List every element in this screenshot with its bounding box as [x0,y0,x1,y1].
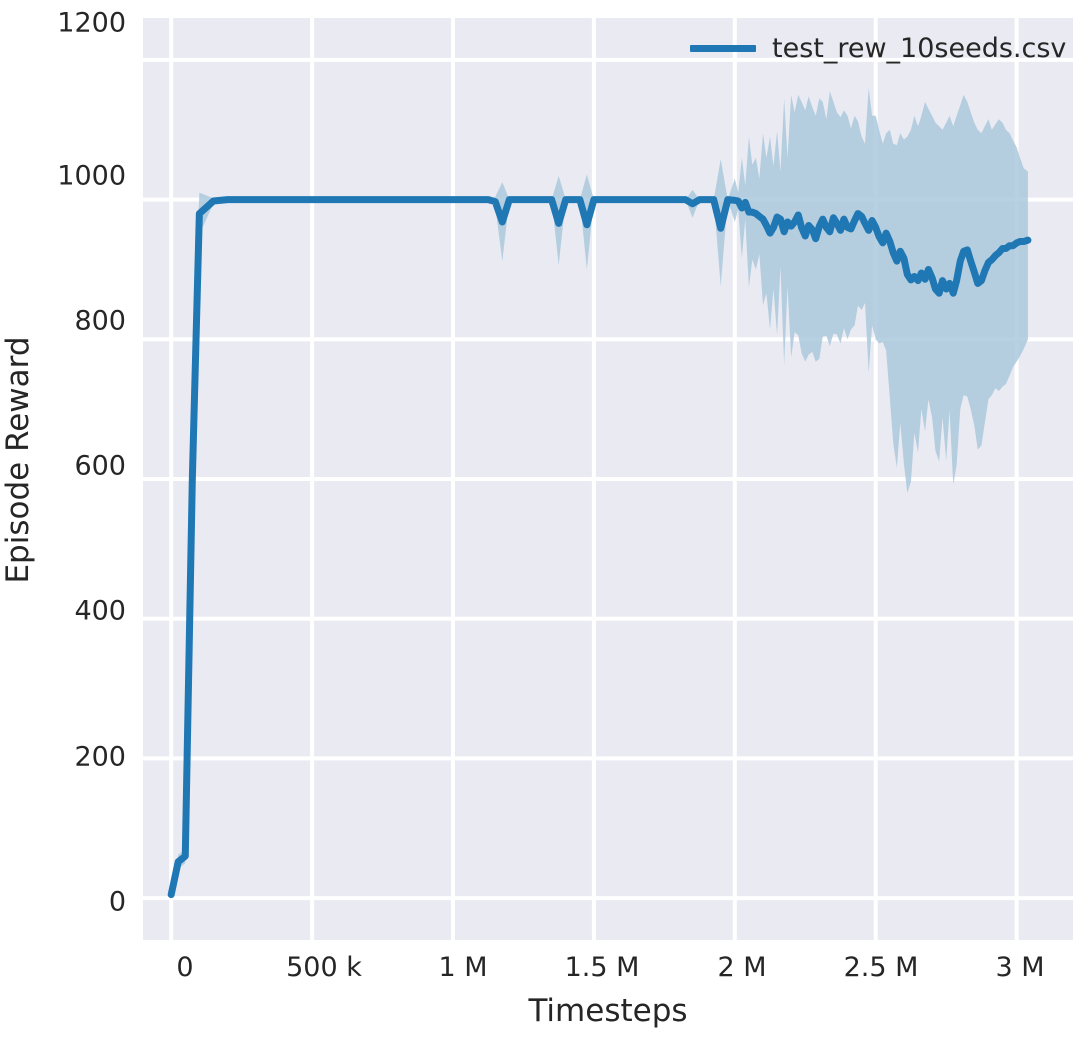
legend-entry-label: test_rew_10seeds.csv [772,33,1067,64]
xtick-label-2-5m: 2.5 M [843,952,919,983]
ytick-label-600: 600 [74,450,126,482]
xtick-label-3m: 3 M [995,952,1045,983]
xtick-label-0: 0 [176,952,194,983]
confidence-band [171,87,1028,899]
ytick-label-1200: 1200 [57,7,126,39]
xtick-label-1m: 1 M [438,952,488,983]
ytick-label-0: 0 [108,886,126,918]
x-axis-title: Timesteps [528,993,688,1029]
xtick-label-2m: 2 M [717,952,767,983]
y-axis-title: Episode Reward [0,336,36,584]
ytick-label-400: 400 [74,595,126,627]
ytick-label-800: 800 [74,305,126,337]
ytick-label-200: 200 [74,741,126,773]
xtick-label-1-5m: 1.5 M [564,952,640,983]
mean-line [167,196,1032,899]
xtick-label-500k: 500 k [286,952,362,983]
legend-line-swatch [690,45,756,52]
chart-legend: test_rew_10seeds.csv [690,33,1066,64]
ytick-label-1000: 1000 [57,160,126,192]
